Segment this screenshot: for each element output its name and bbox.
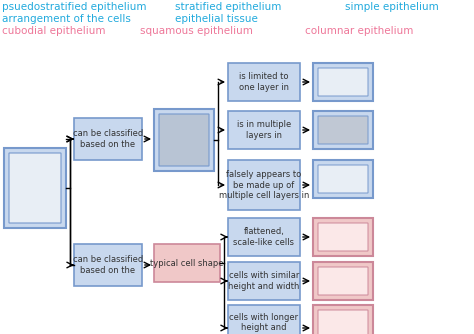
FancyBboxPatch shape xyxy=(228,305,300,334)
FancyBboxPatch shape xyxy=(318,165,368,193)
Text: columnar epithelium: columnar epithelium xyxy=(305,26,413,36)
Text: stratified epithelium: stratified epithelium xyxy=(175,2,282,12)
FancyBboxPatch shape xyxy=(159,114,209,166)
FancyBboxPatch shape xyxy=(313,218,373,256)
FancyBboxPatch shape xyxy=(318,68,368,96)
FancyBboxPatch shape xyxy=(9,153,61,223)
Text: is limited to
one layer in: is limited to one layer in xyxy=(239,72,289,92)
FancyBboxPatch shape xyxy=(154,109,214,171)
Text: cells with similar
height and width: cells with similar height and width xyxy=(228,271,300,291)
FancyBboxPatch shape xyxy=(313,262,373,300)
Text: arrangement of the cells: arrangement of the cells xyxy=(2,14,131,24)
FancyBboxPatch shape xyxy=(154,244,220,282)
Text: falsely appears to
be made up of
multiple cell layers in: falsely appears to be made up of multipl… xyxy=(219,170,309,200)
FancyBboxPatch shape xyxy=(228,262,300,300)
FancyBboxPatch shape xyxy=(4,148,66,228)
FancyBboxPatch shape xyxy=(313,111,373,149)
FancyBboxPatch shape xyxy=(74,118,142,160)
Text: squamous epithelium: squamous epithelium xyxy=(140,26,253,36)
FancyBboxPatch shape xyxy=(313,63,373,101)
Text: typical cell shape: typical cell shape xyxy=(150,259,224,268)
Text: cubodial epithelium: cubodial epithelium xyxy=(2,26,106,36)
FancyBboxPatch shape xyxy=(228,160,300,210)
FancyBboxPatch shape xyxy=(228,218,300,256)
Text: simple epithelium: simple epithelium xyxy=(345,2,439,12)
Text: psuedostratified epithelium: psuedostratified epithelium xyxy=(2,2,146,12)
Text: cells with longer
height and
shorter width: cells with longer height and shorter wid… xyxy=(229,313,299,334)
FancyBboxPatch shape xyxy=(74,244,142,286)
FancyBboxPatch shape xyxy=(318,310,368,334)
FancyBboxPatch shape xyxy=(318,267,368,295)
FancyBboxPatch shape xyxy=(228,111,300,149)
Text: flattened,
scale-like cells: flattened, scale-like cells xyxy=(234,227,294,247)
FancyBboxPatch shape xyxy=(318,116,368,144)
FancyBboxPatch shape xyxy=(313,160,373,198)
FancyBboxPatch shape xyxy=(318,223,368,251)
Text: epithelial tissue: epithelial tissue xyxy=(175,14,258,24)
Text: is in multiple
layers in: is in multiple layers in xyxy=(237,120,291,140)
FancyBboxPatch shape xyxy=(313,305,373,334)
Text: can be classified
based on the: can be classified based on the xyxy=(73,129,143,149)
FancyBboxPatch shape xyxy=(228,63,300,101)
Text: can be classified
based on the: can be classified based on the xyxy=(73,255,143,275)
